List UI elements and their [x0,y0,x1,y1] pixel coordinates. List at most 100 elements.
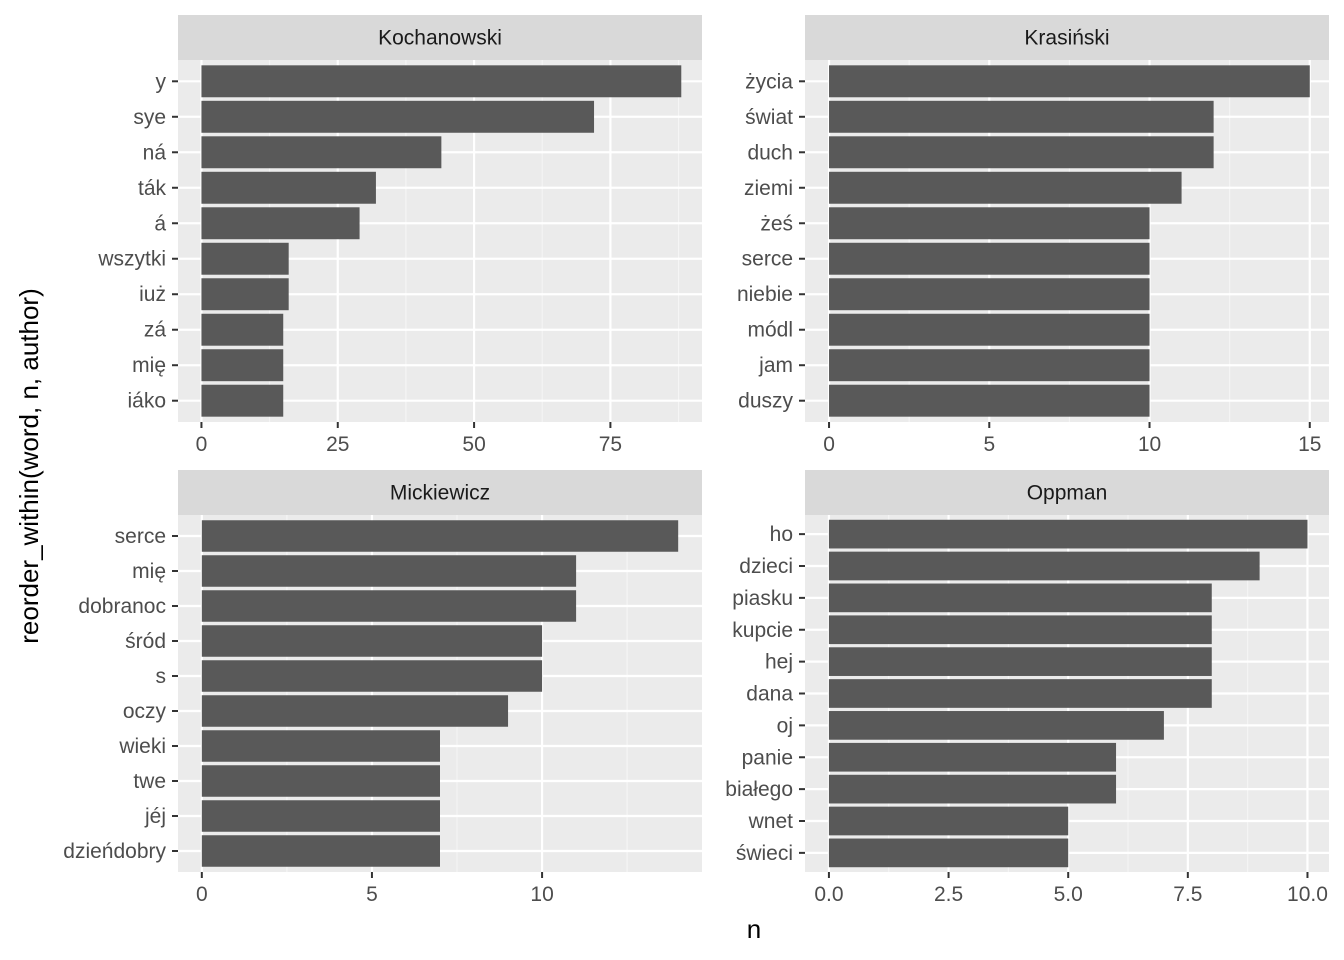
strip-title: Krasiński [1024,27,1109,50]
bar-oczy [201,695,509,727]
y-tick-label: niebie [737,283,793,306]
strip-title: Mickiewicz [390,482,490,505]
bar-piasku [828,583,1212,613]
y-tick-label: dana [746,683,793,706]
bar-swieci [828,838,1069,868]
bar-wieki [201,730,440,762]
bar-duch [829,136,1214,169]
y-tick-label: s [156,665,167,688]
y-tick-label: sye [133,106,166,129]
x-tick-label: 0.0 [814,883,843,906]
bar-a [201,207,360,240]
panel-mickiewicz: Mickiewicz serce mię dobranoc śród s oczy wieki… [63,470,702,906]
bar-sye [201,100,595,133]
bar-modl [829,313,1150,346]
bar-duszy [829,384,1150,417]
y-tick-label: wnet [748,810,794,833]
x-tick-label: 5 [983,433,995,456]
y-tick-label: iuż [139,283,166,306]
panel-kochanowski: Kochanowski y sye ná ták á wszytki iuż zá mię iáko… [97,15,702,456]
x-tick-label: 10.0 [1287,883,1328,906]
y-tick-label: serce [115,525,166,548]
y-tick-label: ziemi [744,177,793,200]
bar-hej [828,647,1212,676]
bar-serce [829,242,1150,275]
y-tick-label: panie [742,746,793,769]
y-tick-label: jéj [144,805,166,828]
y-tick-label: ho [770,523,793,546]
y-tick-label: oczy [123,700,167,723]
x-tick-label: 0 [823,433,835,456]
panel-oppman: Oppman ho dzieci piasku kupcie hej dana oj panie… [725,470,1329,906]
y-tick-label: ná [143,141,167,164]
x-tick-label: 10 [1138,433,1161,456]
strip-title: Kochanowski [378,27,502,50]
bar-s [201,660,543,692]
bar-za [201,313,284,346]
x-tick-label: 5 [366,883,378,906]
y-tick-label: dzieńdobry [63,840,166,863]
bar-iuz [201,278,289,311]
bar-dziendobry [201,835,440,867]
y-axis-title: reorder_within(word, n, author) [14,288,44,644]
y-tick-label: wieki [118,735,166,758]
y-tick-label: y [156,70,167,93]
x-axis-title: n [747,914,761,944]
y-tick-label: dobranoc [78,595,166,618]
strip-background [178,470,702,515]
strip-background [805,15,1329,60]
y-tick-label: serce [742,248,793,271]
bar-na [201,136,442,169]
strip-title: Oppman [1027,482,1108,505]
y-tick-label: mię [132,354,166,377]
bar-swiat [829,100,1214,133]
bar-kupcie [828,615,1212,645]
y-tick-label: żeś [760,212,793,235]
bar-mie [201,555,577,587]
y-tick-label: mię [132,560,166,583]
x-tick-label: 10 [530,883,553,906]
bar-niebie [829,278,1150,311]
bar-dzieci [828,551,1260,581]
bar-twe [201,765,440,797]
y-tick-label: świeci [736,842,793,865]
y-tick-label: świat [745,106,793,129]
x-tick-label: 15 [1298,433,1321,456]
y-tick-label: zá [144,319,167,342]
bar-mie [201,349,284,382]
x-tick-label: 25 [326,433,349,456]
bar-ho [828,519,1308,549]
x-tick-label: 50 [462,433,485,456]
x-tick-label: 7.5 [1173,883,1202,906]
y-tick-label: śród [125,630,166,653]
bar-wnet [828,806,1069,836]
y-tick-label: piasku [732,587,793,610]
y-tick-label: kupcie [732,619,793,642]
bar-iako [201,384,284,417]
bar-jej [201,800,440,832]
x-tick-label: 2.5 [934,883,963,906]
strip-background [178,15,702,60]
x-tick-label: 0 [196,883,208,906]
bar-ziemi [829,171,1182,204]
strip-background [805,470,1329,515]
y-tick-label: duszy [738,390,793,413]
bar-y [201,65,682,98]
y-tick-label: módl [747,319,793,342]
bar-serce [201,520,679,552]
bar-oj [828,711,1164,740]
bar-zes [829,207,1150,240]
bar-tak [201,171,376,204]
y-tick-label: hej [765,651,793,674]
x-tick-label: 5.0 [1054,883,1083,906]
bar-srod [201,625,543,657]
y-tick-label: iáko [127,390,166,413]
bar-jam [829,349,1150,382]
bar-bia-ego [828,774,1117,804]
y-tick-label: wszytki [97,248,166,271]
y-tick-label: jam [758,354,793,377]
y-tick-label: ták [138,177,167,200]
bar-dobranoc [201,590,577,622]
y-tick-label: twe [133,770,166,793]
y-tick-label: oj [777,714,793,737]
